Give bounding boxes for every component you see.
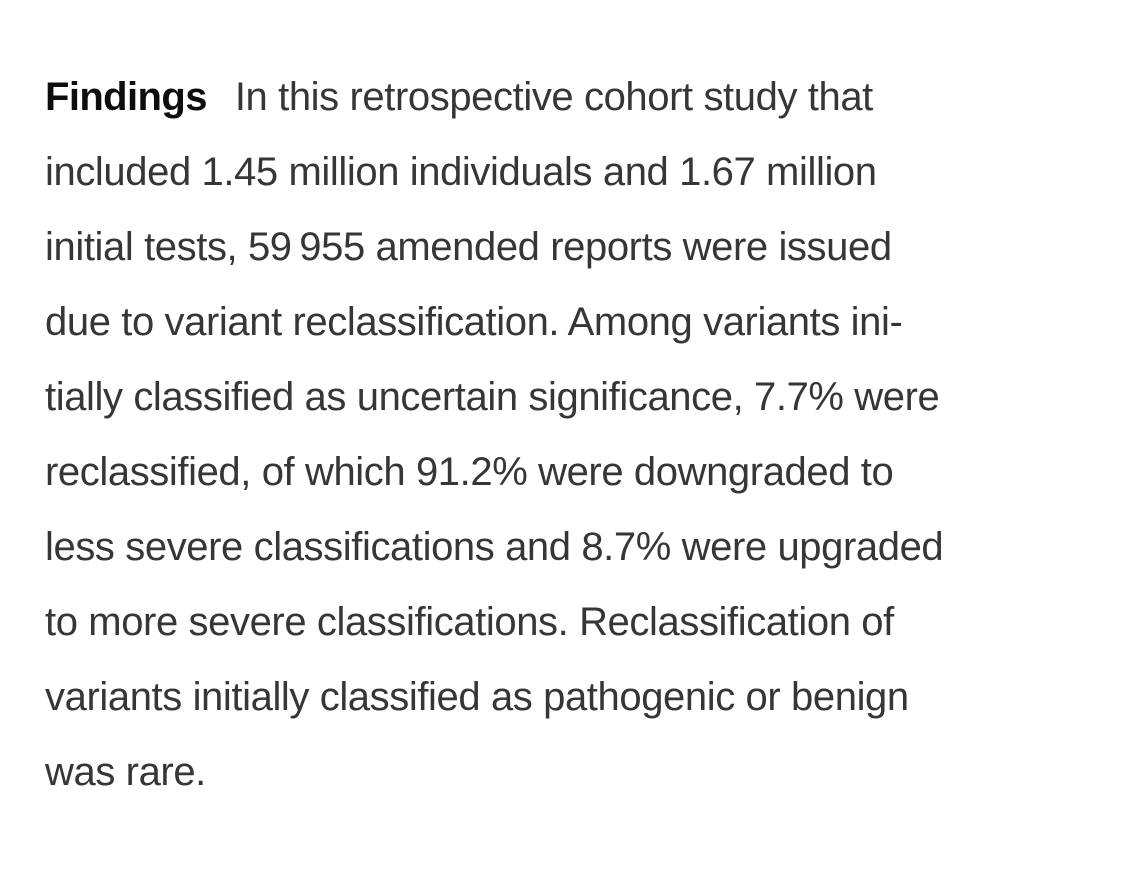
abstract-line: included 1.45 million individuals and 1.…	[45, 150, 877, 194]
abstract-line: initial tests, 59 955 amended reports we…	[45, 225, 892, 269]
abstract-line: tially classified as uncertain significa…	[45, 375, 940, 419]
findings-section-label: Findings	[45, 75, 207, 119]
abstract-line: reclassified, of which 91.2% were downgr…	[45, 450, 894, 494]
abstract-line: to more severe classifications. Reclassi…	[45, 600, 894, 644]
abstract-line: due to variant reclassification. Among v…	[45, 300, 903, 344]
abstract-line-text: In this retrospective cohort study that	[234, 75, 873, 119]
abstract-line: variants initially classified as pathoge…	[45, 675, 909, 719]
findings-abstract-section: Findings In this retrospective cohort stu…	[45, 60, 1105, 810]
abstract-line: less severe classifications and 8.7% wer…	[45, 525, 944, 569]
abstract-line: was rare.	[45, 750, 206, 794]
abstract-line: Findings In this retrospective cohort stu…	[45, 60, 1105, 135]
